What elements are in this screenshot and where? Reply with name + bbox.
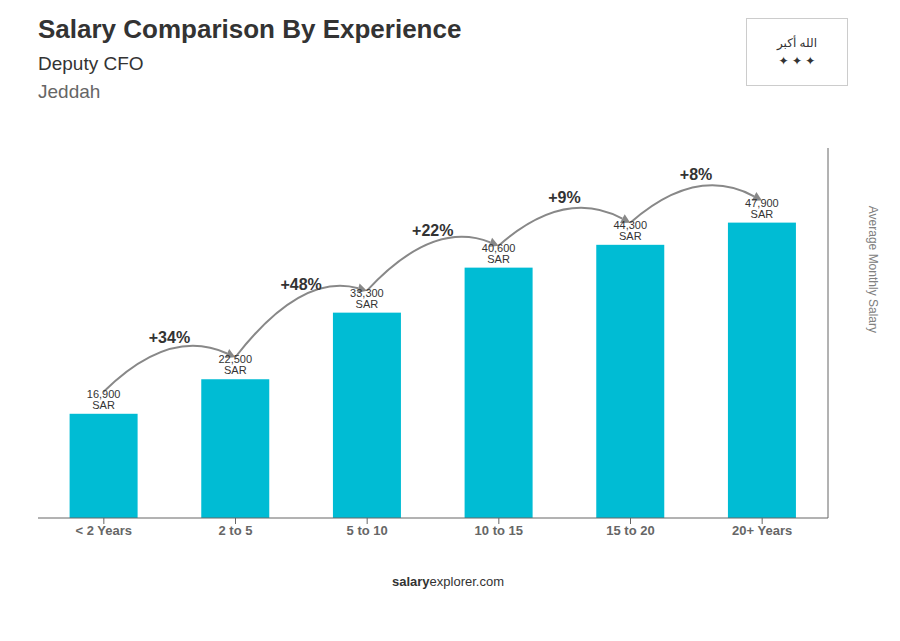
svg-text:16,900SAR: 16,900SAR xyxy=(87,388,121,411)
svg-text:47,900SAR: 47,900SAR xyxy=(745,197,779,220)
svg-text:40,600SAR: 40,600SAR xyxy=(482,242,516,265)
html-text:الله أكبر: الله أكبر xyxy=(777,36,817,50)
svg-text:15 to 20: 15 to 20 xyxy=(606,523,654,538)
svg-text:22,500SAR: 22,500SAR xyxy=(218,353,252,376)
html-text:Salary Comparison By Experienc: Salary Comparison By Experience xyxy=(38,14,462,44)
svg-text:33,300SAR: 33,300SAR xyxy=(350,287,384,310)
svg-text:20+ Years: 20+ Years xyxy=(732,523,792,538)
svg-text:+8%: +8% xyxy=(680,166,712,183)
html-text:salary explorer.com: salary explorer.com xyxy=(392,574,504,589)
svg-text:Average Monthly Salary: Average Monthly Salary xyxy=(866,206,880,333)
svg-text:+22%: +22% xyxy=(412,222,453,239)
svg-text:2 to 5: 2 to 5 xyxy=(219,523,253,538)
svg-text:10 to 15: 10 to 15 xyxy=(475,523,523,538)
html-text:Deputy CFO: Deputy CFO xyxy=(38,53,144,74)
svg-text:5 to 10: 5 to 10 xyxy=(347,523,388,538)
svg-text:44,300SAR: 44,300SAR xyxy=(613,219,647,242)
svg-text:+9%: +9% xyxy=(548,189,580,206)
svg-text:< 2 Years: < 2 Years xyxy=(76,523,133,538)
svg-text:+48%: +48% xyxy=(280,276,321,293)
svg-text:+34%: +34% xyxy=(149,329,190,346)
html-text:Jeddah: Jeddah xyxy=(38,81,101,102)
